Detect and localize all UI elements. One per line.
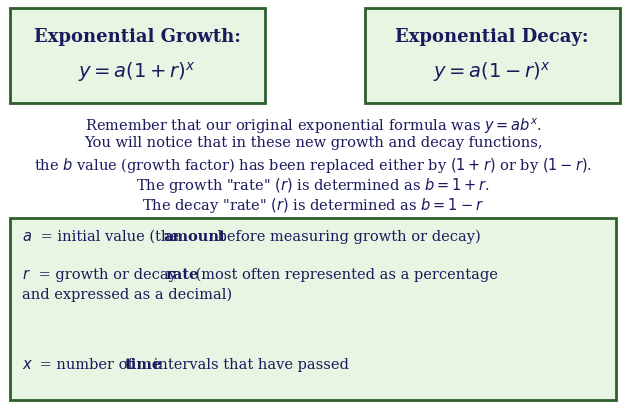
Text: the $b$ value (growth factor) has been replaced either by $(1 + r)$ or by $(1 - : the $b$ value (growth factor) has been r… bbox=[34, 156, 592, 175]
Text: (most often represented as a percentage: (most often represented as a percentage bbox=[191, 268, 498, 282]
Text: $y = a(1 - r)^x$: $y = a(1 - r)^x$ bbox=[433, 60, 551, 84]
Text: = growth or decay: = growth or decay bbox=[34, 268, 182, 282]
Text: rate: rate bbox=[166, 268, 199, 282]
Text: $x$: $x$ bbox=[22, 358, 33, 372]
Text: The growth "rate" $(r)$ is determined as $b = 1 + r$.: The growth "rate" $(r)$ is determined as… bbox=[136, 176, 490, 195]
Text: Exponential Decay:: Exponential Decay: bbox=[395, 28, 588, 46]
Text: intervals that have passed: intervals that have passed bbox=[149, 358, 349, 372]
Text: Remember that our original exponential formula was $y = ab^x$.: Remember that our original exponential f… bbox=[85, 116, 541, 135]
Text: = number of: = number of bbox=[35, 358, 138, 372]
FancyBboxPatch shape bbox=[365, 8, 620, 103]
Text: The decay "rate" $(r)$ is determined as $b = 1 - r$: The decay "rate" $(r)$ is determined as … bbox=[142, 196, 484, 215]
Text: before measuring growth or decay): before measuring growth or decay) bbox=[213, 230, 481, 244]
Text: time: time bbox=[125, 358, 162, 372]
Text: You will notice that in these new growth and decay functions,: You will notice that in these new growth… bbox=[84, 136, 542, 150]
Text: $a$: $a$ bbox=[22, 230, 32, 244]
Text: $y = a(1 + r)^x$: $y = a(1 + r)^x$ bbox=[78, 60, 196, 84]
Text: Exponential Growth:: Exponential Growth: bbox=[34, 28, 240, 46]
Text: and expressed as a decimal): and expressed as a decimal) bbox=[22, 288, 232, 302]
FancyBboxPatch shape bbox=[10, 218, 616, 400]
Text: = initial value (the: = initial value (the bbox=[36, 230, 183, 244]
Text: amount: amount bbox=[163, 230, 226, 244]
FancyBboxPatch shape bbox=[10, 8, 265, 103]
Text: $r$: $r$ bbox=[22, 268, 31, 282]
